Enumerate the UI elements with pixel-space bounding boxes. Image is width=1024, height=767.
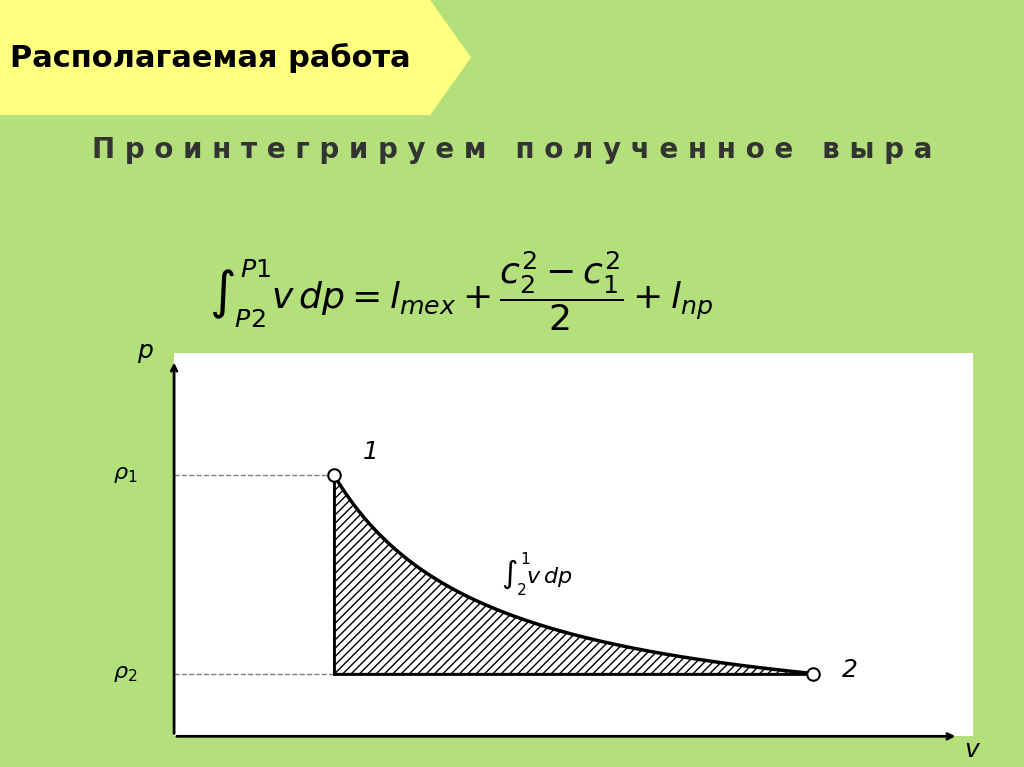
Text: Располагаемая работа: Располагаемая работа [10, 42, 411, 73]
Text: $\rho_2$: $\rho_2$ [114, 663, 138, 683]
Text: $\rho_1$: $\rho_1$ [114, 465, 138, 485]
Text: $\int_{P2}^{P1} v\,dp = l_{mex} + \dfrac{c_2^2 - c_1^2}{2} + l_{np}$: $\int_{P2}^{P1} v\,dp = l_{mex} + \dfrac… [209, 250, 713, 333]
Text: П р о и н т е г р и р у е м   п о л у ч е н н о е   в ы р а: П р о и н т е г р и р у е м п о л у ч е … [92, 136, 932, 163]
Text: 2: 2 [842, 658, 858, 682]
Text: $v$: $v$ [965, 739, 981, 762]
Text: 1: 1 [362, 440, 379, 464]
Text: $\int_2^1\!v\,dp$: $\int_2^1\!v\,dp$ [502, 550, 573, 598]
Text: $p$: $p$ [136, 341, 154, 365]
Polygon shape [0, 0, 471, 115]
